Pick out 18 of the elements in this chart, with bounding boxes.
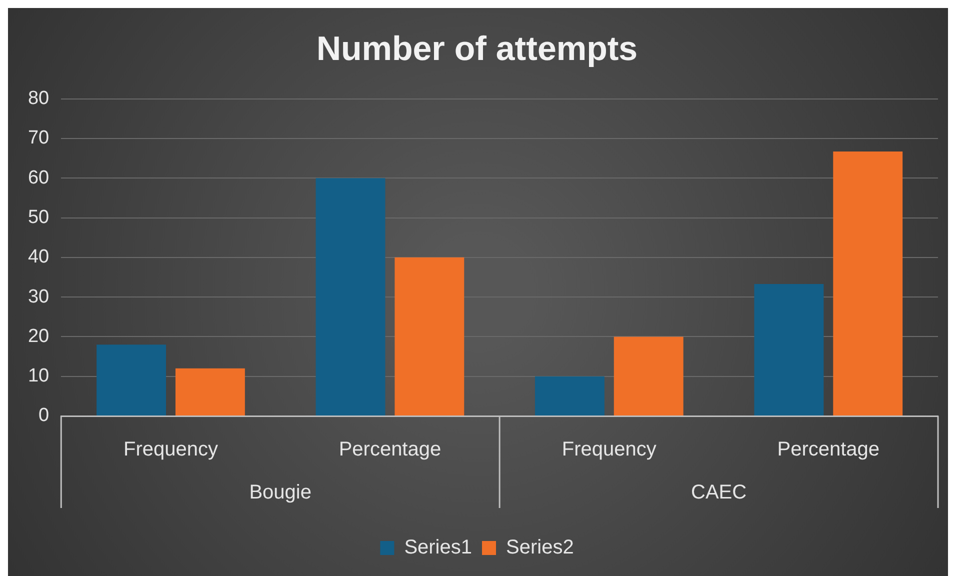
y-tick-label: 30	[28, 286, 50, 308]
text: Bougie	[249, 482, 312, 504]
y-tick-label: 0	[38, 405, 50, 426]
legend-label: Series1	[404, 536, 472, 559]
x-tick-label: Frequency	[562, 438, 656, 461]
legend-label: Series2	[506, 536, 574, 559]
y-tick-label: 40	[28, 246, 50, 268]
y-tick-label: 50	[28, 206, 50, 228]
x-tick-label: Percentage	[777, 438, 880, 461]
y-tick-label: 60	[28, 167, 50, 188]
chart-title: Number of attempts	[316, 30, 638, 68]
y-tick-label: 10	[28, 366, 50, 387]
x-tick-label: Percentage	[338, 438, 442, 461]
x-tick-label: Frequency	[123, 438, 218, 461]
text: CAEC	[690, 482, 747, 504]
y-tick-label: 20	[28, 326, 50, 347]
y-tick-label: 80	[28, 88, 50, 110]
y-tick-label: 70	[28, 128, 50, 149]
